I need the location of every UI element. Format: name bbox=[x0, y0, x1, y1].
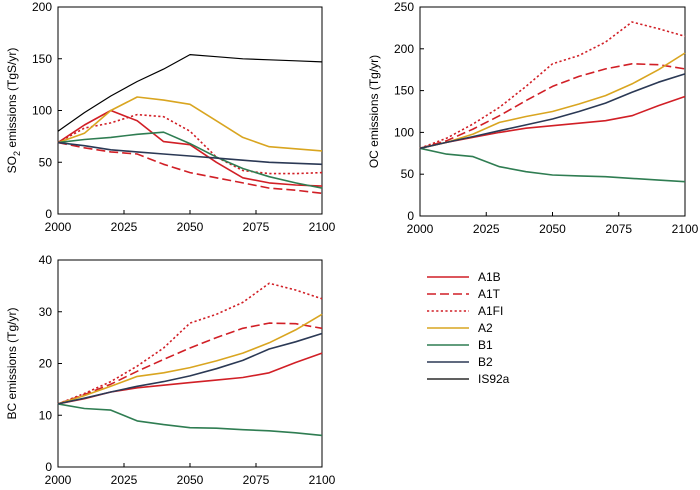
y-tick-label: 100 bbox=[394, 125, 414, 139]
legend-label-a2: A2 bbox=[478, 321, 493, 335]
y-tick-label: 250 bbox=[394, 0, 414, 14]
series-line-a1t bbox=[419, 62, 686, 150]
series-line-b2 bbox=[57, 332, 323, 405]
y-tick-label: 200 bbox=[32, 0, 52, 14]
plot-frame bbox=[57, 259, 323, 468]
series-line-b2 bbox=[419, 73, 686, 150]
x-tick-label: 2000 bbox=[45, 220, 72, 234]
series-line-b1 bbox=[57, 131, 323, 189]
y-tick-label: 10 bbox=[39, 408, 53, 422]
so2-emissions-chart: 0 50 100 150 200 2000 2025 2050 2075 2100 SO2 emis… bbox=[5, 0, 336, 234]
series-line-a2 bbox=[57, 96, 323, 152]
legend-label-b1: B1 bbox=[478, 338, 493, 352]
x-tick-label: 2100 bbox=[309, 220, 336, 234]
x-tick-label: 2000 bbox=[407, 222, 434, 236]
y-tick-label: 150 bbox=[394, 84, 414, 98]
series-line-a1b bbox=[419, 95, 686, 150]
series-line-a1fi bbox=[57, 113, 323, 175]
y-tick-label: 0 bbox=[45, 207, 52, 221]
chart-legend: A1B A1T A1FI A2 B1 B2 IS92a bbox=[427, 270, 510, 386]
plot-frame bbox=[57, 6, 323, 215]
y-tick-label: 200 bbox=[394, 42, 414, 56]
y-tick-label: 40 bbox=[39, 253, 53, 267]
series-line-a1t bbox=[57, 322, 323, 405]
y-tick-label: 30 bbox=[39, 305, 53, 319]
series-line-b1 bbox=[57, 403, 323, 437]
x-tick-label: 2025 bbox=[111, 220, 138, 234]
y-tick-label: 100 bbox=[32, 104, 52, 118]
y-tick-label: 0 bbox=[407, 209, 414, 223]
series-line-is92a bbox=[57, 53, 323, 132]
bc-emissions-chart: 0 10 20 30 40 2000 2025 2050 2075 2100 BC emission… bbox=[5, 253, 336, 487]
x-tick-label: 2050 bbox=[539, 222, 566, 236]
series-line-b2 bbox=[57, 141, 323, 166]
series-line-a1b bbox=[57, 109, 323, 187]
series-line-a1t bbox=[57, 141, 323, 195]
y-axis-label: SO2 emissions (TgS/yr) bbox=[5, 48, 22, 174]
y-tick-label: 20 bbox=[39, 357, 53, 371]
series-line-a2 bbox=[419, 52, 686, 150]
y-tick-label: 50 bbox=[39, 155, 53, 169]
x-tick-label: 2000 bbox=[45, 473, 72, 487]
y-axis-label: OC emissions (Tg/yr) bbox=[367, 55, 381, 168]
x-tick-label: 2075 bbox=[243, 220, 270, 234]
x-tick-label: 2025 bbox=[111, 473, 138, 487]
series-line-a1fi bbox=[419, 21, 686, 150]
y-axis-label-main: SO bbox=[5, 156, 19, 173]
x-tick-label: 2100 bbox=[309, 473, 336, 487]
legend-label-a1t: A1T bbox=[478, 287, 501, 301]
oc-emissions-chart: 0 50 100 150 200 250 2000 2025 2050 2075 2100 OC em… bbox=[367, 0, 699, 236]
x-tick-label: 2075 bbox=[243, 473, 270, 487]
legend-label-a1fi: A1FI bbox=[478, 304, 503, 318]
x-tick-label: 2100 bbox=[672, 222, 699, 236]
x-tick-label: 2050 bbox=[177, 473, 204, 487]
y-tick-label: 0 bbox=[45, 460, 52, 474]
legend-label-is92a: IS92a bbox=[478, 372, 510, 386]
series-line-a2 bbox=[57, 313, 323, 405]
y-axis-label-rest: emissions (TgS/yr) bbox=[5, 48, 19, 151]
y-tick-label: 50 bbox=[401, 167, 415, 181]
y-tick-label: 150 bbox=[32, 52, 52, 66]
legend-label-b2: B2 bbox=[478, 355, 493, 369]
x-tick-label: 2050 bbox=[177, 220, 204, 234]
y-axis-label: BC emissions (Tg/yr) bbox=[5, 307, 19, 419]
series-line-a1fi bbox=[57, 282, 323, 405]
x-tick-label: 2025 bbox=[473, 222, 500, 236]
series-line-a1b bbox=[57, 352, 323, 405]
legend-label-a1b: A1B bbox=[478, 270, 501, 284]
x-tick-label: 2075 bbox=[605, 222, 632, 236]
series-line-b1 bbox=[419, 147, 686, 183]
y-axis-label-subscript: 2 bbox=[12, 151, 22, 156]
